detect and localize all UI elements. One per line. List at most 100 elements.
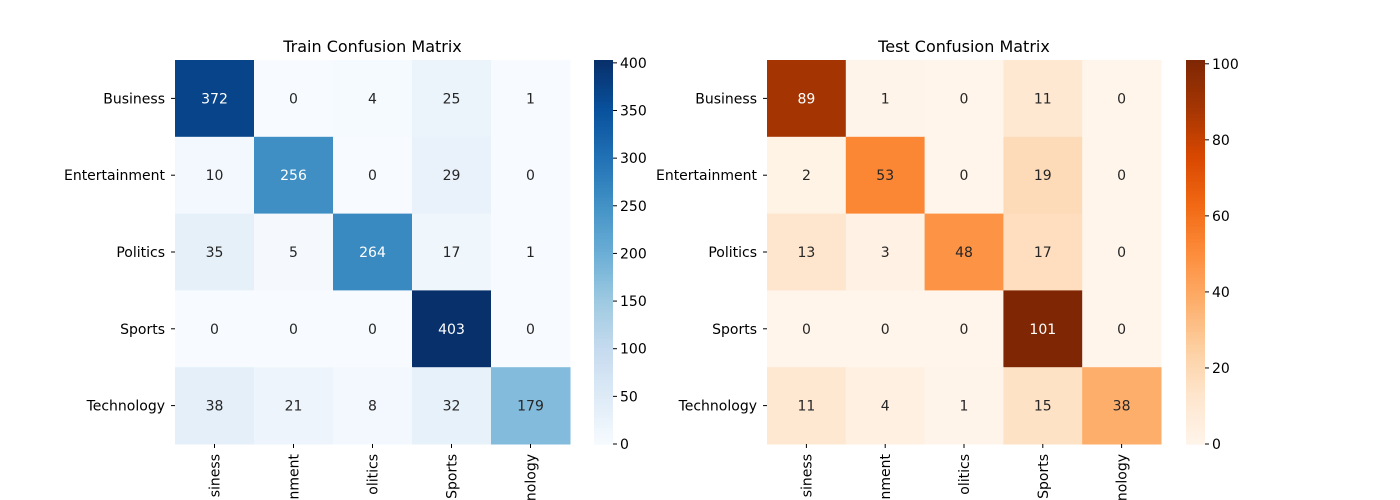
x-tick-label: nology <box>524 454 540 500</box>
colorbar-segment <box>594 188 613 192</box>
colorbar-tick-label: 250 <box>620 199 647 215</box>
x-tick-label: siness <box>208 454 224 497</box>
colorbar-segment <box>1186 143 1205 147</box>
colorbar-segment <box>594 245 613 250</box>
heatmap-cell <box>1082 367 1162 445</box>
heatmap-cell <box>491 367 571 445</box>
y-tick-label: Politics <box>116 245 165 261</box>
cell-value-label: 0 <box>368 168 377 184</box>
heatmap-cell <box>175 290 255 368</box>
colorbar-segment <box>1186 197 1205 202</box>
colorbar-segment <box>594 402 613 407</box>
colorbar-segment <box>594 437 613 442</box>
heatmap-cell <box>491 213 571 291</box>
colorbar-segment <box>1186 434 1205 439</box>
heatmap-cell <box>1082 60 1162 138</box>
colorbar-segment <box>1186 437 1205 442</box>
colorbar-segment <box>594 293 613 298</box>
heatmap-cell <box>175 367 255 445</box>
cell-value-label: 372 <box>201 91 228 107</box>
colorbar-segment <box>594 322 613 327</box>
colorbar-segment <box>1186 248 1205 253</box>
colorbar-segment <box>1186 428 1205 432</box>
colorbar-segment <box>1186 149 1205 154</box>
heatmap-cell <box>845 290 926 368</box>
colorbar-segment <box>594 124 613 128</box>
colorbar-segment <box>594 258 613 263</box>
colorbar-segment <box>594 92 613 96</box>
heatmap-cell <box>412 213 492 291</box>
cell-value-label: 0 <box>881 322 890 338</box>
colorbar-segment <box>594 108 613 112</box>
colorbar-segment <box>594 226 613 231</box>
cell-value-label: 38 <box>206 399 224 415</box>
colorbar-segment <box>1186 188 1205 192</box>
colorbar-segment <box>594 300 613 304</box>
colorbar-segment <box>594 152 613 157</box>
colorbar-segment <box>594 335 613 339</box>
colorbar-segment <box>1186 117 1205 122</box>
cell-value-label: 29 <box>443 168 461 184</box>
colorbar-segment <box>594 277 613 282</box>
colorbar-segment <box>594 104 613 109</box>
colorbar-segment <box>1186 175 1205 179</box>
colorbar-segment <box>1186 412 1205 416</box>
colorbar-segment <box>1186 72 1205 77</box>
colorbar-segment <box>1186 380 1205 384</box>
colorbar-segment <box>1186 264 1205 269</box>
x-tick-label: olitics <box>957 454 973 495</box>
colorbar-segment <box>594 418 613 423</box>
y-tick-label: Sports <box>712 322 757 338</box>
cell-value-label: 0 <box>289 322 298 338</box>
cell-value-label: 0 <box>1117 91 1126 107</box>
colorbar-segment <box>594 184 613 189</box>
colorbar-segment <box>1186 277 1205 282</box>
colorbar-segment <box>1186 405 1205 410</box>
cell-value-label: 0 <box>210 322 219 338</box>
colorbar-segment <box>594 287 613 291</box>
cell-value-label: 53 <box>876 168 894 184</box>
y-tick-label: Technology <box>86 399 165 415</box>
colorbar-segment <box>1186 88 1205 93</box>
cell-value-label: 0 <box>1117 322 1126 338</box>
cell-value-label: 0 <box>802 322 811 338</box>
cell-value-label: 0 <box>368 322 377 338</box>
colorbar-segment <box>1186 220 1205 224</box>
colorbar-segment <box>594 376 613 381</box>
colorbar-segment <box>594 191 613 195</box>
colorbar-segment <box>594 236 613 240</box>
colorbar-segment <box>1186 418 1205 423</box>
colorbar-segment <box>594 200 613 205</box>
colorbar-segment <box>1186 191 1205 195</box>
heatmap-cell <box>767 136 847 215</box>
heatmap-cell <box>1003 60 1083 138</box>
colorbar-tick-label: 80 <box>1212 133 1230 149</box>
x-tick-label: nment <box>878 454 894 500</box>
colorbar-segment <box>1186 306 1205 311</box>
cell-value-label: 11 <box>1034 91 1052 107</box>
heatmap-cell <box>1082 290 1162 368</box>
colorbar-segment <box>594 392 613 397</box>
colorbar-segment <box>1186 245 1205 250</box>
colorbar-segment <box>1186 140 1205 144</box>
chart-title: Test Confusion Matrix <box>877 37 1050 56</box>
colorbar-segment <box>1186 396 1205 400</box>
cell-value-label: 0 <box>960 322 969 338</box>
y-tick-label: Entertainment <box>64 168 166 184</box>
colorbar-segment <box>1186 424 1205 429</box>
colorbar-segment <box>594 373 613 378</box>
cell-value-label: 38 <box>1113 399 1131 415</box>
colorbar-segment <box>1186 184 1205 189</box>
colorbar-segment <box>1186 280 1205 285</box>
colorbar-segment <box>1186 136 1205 141</box>
colorbar-segment <box>1186 364 1205 368</box>
heatmap-cell <box>491 290 571 368</box>
colorbar-segment <box>594 117 613 122</box>
colorbar-segment <box>1186 357 1205 362</box>
colorbar-segment <box>594 284 613 288</box>
colorbar-segment <box>594 130 613 135</box>
colorbar-segment <box>1186 133 1205 138</box>
colorbar-segment <box>594 88 613 93</box>
colorbar-segment <box>1186 392 1205 397</box>
